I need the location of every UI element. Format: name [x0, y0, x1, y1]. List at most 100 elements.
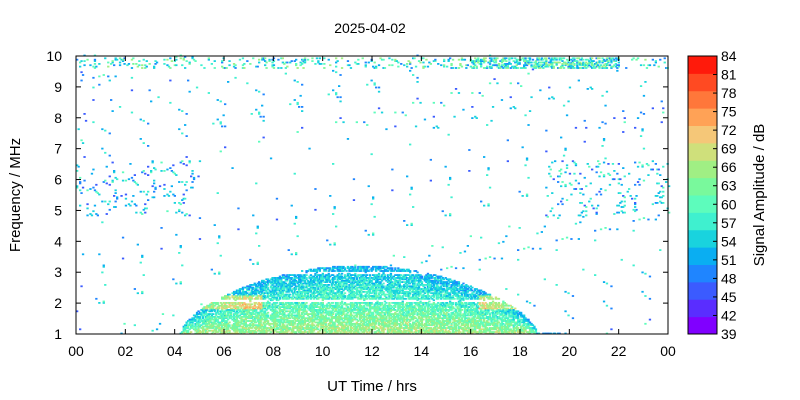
heatmap-cell: [212, 322, 215, 325]
heatmap-cell: [287, 286, 290, 289]
heatmap-cell: [312, 324, 316, 327]
heatmap-cell: [404, 329, 407, 332]
heatmap-cell: [339, 293, 342, 296]
heatmap-cell: [252, 309, 255, 311]
heatmap-cell: [265, 296, 268, 299]
heatmap-cell: [377, 313, 381, 315]
heatmap-cell: [299, 94, 302, 97]
heatmap-cell: [234, 331, 237, 333]
heatmap-cell: [330, 320, 333, 322]
heatmap-cell: [326, 296, 329, 299]
heatmap-cell: [352, 296, 356, 299]
heatmap-cell: [355, 303, 358, 306]
heatmap-cell: [410, 315, 413, 318]
heatmap-cell: [284, 279, 287, 282]
heatmap-cell: [409, 297, 412, 300]
heatmap-cell: [314, 314, 317, 317]
heatmap-cell: [271, 309, 274, 311]
heatmap-cell: [192, 314, 196, 317]
heatmap-cell: [274, 317, 277, 320]
heatmap-cell: [404, 295, 407, 297]
heatmap-cell: [355, 328, 358, 331]
heatmap-cell: [317, 322, 320, 325]
heatmap-cell: [386, 306, 390, 308]
heatmap-cell: [283, 318, 286, 321]
heatmap-cell: [352, 292, 356, 295]
heatmap-cell: [355, 275, 358, 278]
heatmap-cell: [340, 302, 344, 304]
heatmap-cell: [298, 289, 301, 292]
heatmap-cell: [391, 290, 394, 293]
heatmap-cell: [345, 314, 348, 317]
heatmap-cell: [243, 292, 246, 295]
heatmap-cell: [135, 204, 138, 207]
heatmap-cell: [336, 317, 339, 320]
heatmap-cell: [372, 322, 375, 325]
heatmap-cell: [340, 322, 344, 325]
heatmap-cell: [377, 284, 381, 286]
heatmap-cell: [388, 310, 391, 313]
heatmap-cell: [280, 284, 283, 286]
heatmap-cell: [301, 288, 304, 290]
heatmap-cell: [385, 297, 388, 300]
heatmap-cell: [351, 265, 354, 268]
heatmap-cell: [397, 295, 400, 297]
heatmap-cell: [320, 275, 323, 278]
heatmap-cell: [306, 58, 310, 61]
heatmap-cell: [203, 310, 206, 313]
heatmap-cell: [358, 281, 361, 283]
heatmap-cell: [414, 307, 418, 310]
heatmap-cell: [315, 290, 319, 293]
heatmap-cell: [401, 320, 404, 322]
heatmap-cell: [295, 306, 298, 308]
heatmap-cell: [237, 322, 240, 325]
heatmap-cell: [308, 147, 311, 150]
heatmap-cell: [321, 286, 324, 289]
heatmap-cell: [379, 317, 382, 320]
heatmap-cell: [302, 61, 305, 64]
heatmap-cell: [104, 151, 107, 154]
heatmap-cell: [321, 274, 324, 276]
heatmap-cell: [349, 296, 353, 299]
heatmap-cell: [351, 309, 354, 311]
heatmap-cell: [224, 321, 227, 324]
heatmap-cell: [169, 79, 172, 82]
heatmap-cell: [355, 277, 358, 279]
heatmap-cell: [121, 257, 125, 260]
heatmap-cell: [394, 331, 397, 333]
heatmap-cell: [280, 327, 283, 329]
heatmap-cell: [416, 286, 419, 289]
heatmap-cell: [255, 314, 258, 317]
heatmap-cell: [221, 317, 224, 320]
heatmap-cell: [361, 315, 364, 318]
heatmap-cell: [108, 200, 111, 203]
heatmap-cell: [398, 289, 401, 292]
heatmap-cell: [207, 314, 210, 317]
heatmap-cell: [419, 331, 422, 333]
heatmap-cell: [315, 274, 319, 276]
heatmap-cell: [373, 307, 376, 310]
heatmap-cell: [397, 282, 400, 285]
heatmap-cell: [271, 65, 274, 68]
heatmap-cell: [247, 311, 250, 314]
heatmap-cell: [416, 311, 419, 314]
heatmap-cell: [271, 322, 274, 325]
heatmap-cell: [413, 310, 416, 313]
heatmap-cell: [284, 285, 287, 288]
heatmap-cell: [298, 327, 301, 329]
heatmap-cell: [339, 302, 342, 304]
heatmap-cell: [404, 114, 407, 117]
heatmap-cell: [308, 304, 311, 307]
heatmap-cell: [256, 320, 259, 322]
heatmap-cell: [386, 277, 390, 279]
heatmap-cell: [338, 281, 341, 283]
heatmap-cell: [414, 320, 418, 322]
heatmap-cell: [206, 318, 209, 321]
heatmap-cell: [403, 327, 406, 329]
heatmap-cell: [227, 328, 230, 331]
heatmap-cell: [333, 278, 336, 281]
heatmap-cell: [277, 67, 280, 69]
heatmap-cell: [342, 279, 345, 282]
heatmap-cell: [369, 331, 372, 333]
heatmap-cell: [262, 288, 265, 290]
